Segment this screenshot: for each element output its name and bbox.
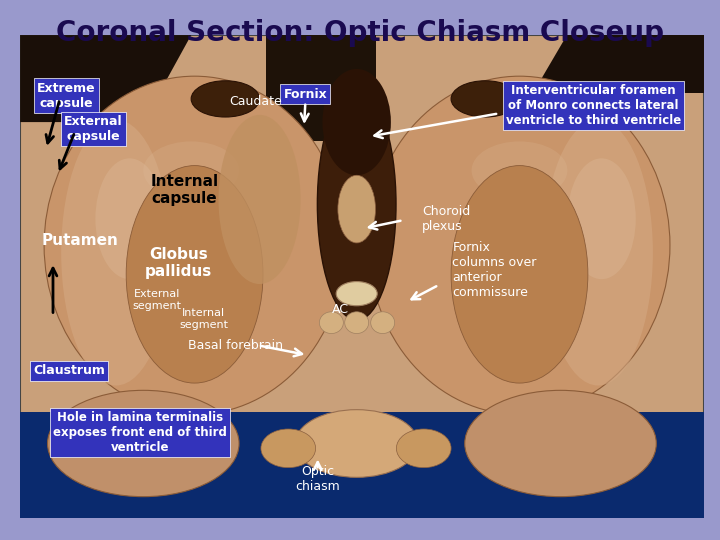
Text: Globus
pallidus: Globus pallidus bbox=[145, 247, 212, 279]
Ellipse shape bbox=[191, 81, 260, 117]
Ellipse shape bbox=[48, 390, 239, 497]
Ellipse shape bbox=[396, 429, 451, 468]
Ellipse shape bbox=[261, 429, 315, 468]
Text: Claustrum: Claustrum bbox=[33, 364, 105, 377]
Ellipse shape bbox=[345, 312, 369, 334]
Ellipse shape bbox=[95, 158, 164, 279]
Ellipse shape bbox=[465, 390, 657, 497]
Text: Caudate: Caudate bbox=[229, 95, 282, 109]
FancyBboxPatch shape bbox=[20, 35, 704, 518]
Ellipse shape bbox=[143, 141, 239, 199]
Polygon shape bbox=[266, 35, 376, 141]
Text: Putamen: Putamen bbox=[42, 233, 119, 248]
Text: External
segment: External segment bbox=[132, 289, 181, 310]
Text: Optic
chiasm: Optic chiasm bbox=[295, 465, 340, 493]
Text: Basal forebrain: Basal forebrain bbox=[188, 339, 283, 352]
Polygon shape bbox=[533, 35, 704, 93]
Text: AC: AC bbox=[332, 303, 349, 316]
Polygon shape bbox=[20, 35, 192, 122]
Ellipse shape bbox=[451, 81, 520, 117]
Text: Internal
segment: Internal segment bbox=[179, 308, 228, 330]
Ellipse shape bbox=[472, 141, 567, 199]
Text: Interventricular foramen
of Monro connects lateral
ventricle to third ventricle: Interventricular foramen of Monro connec… bbox=[505, 84, 681, 127]
Text: Fornix
columns over
anterior
commissure: Fornix columns over anterior commissure bbox=[452, 240, 537, 299]
Ellipse shape bbox=[320, 312, 343, 334]
Ellipse shape bbox=[126, 166, 263, 383]
Text: External
capsule: External capsule bbox=[64, 116, 122, 143]
Ellipse shape bbox=[323, 69, 391, 176]
Ellipse shape bbox=[451, 166, 588, 383]
Text: Hole in lamina terminalis
exposes front end of third
ventricle: Hole in lamina terminalis exposes front … bbox=[53, 411, 227, 454]
Ellipse shape bbox=[219, 115, 301, 284]
Ellipse shape bbox=[295, 410, 418, 477]
Ellipse shape bbox=[61, 120, 171, 386]
Ellipse shape bbox=[544, 120, 653, 386]
Ellipse shape bbox=[567, 158, 636, 279]
Text: Internal
capsule: Internal capsule bbox=[150, 173, 218, 206]
Ellipse shape bbox=[371, 312, 395, 334]
Ellipse shape bbox=[338, 176, 376, 243]
Text: Fornix: Fornix bbox=[284, 87, 328, 100]
Text: Coronal Section: Optic Chiasm Closeup: Coronal Section: Optic Chiasm Closeup bbox=[56, 19, 664, 47]
Text: Choroid
plexus: Choroid plexus bbox=[423, 205, 471, 233]
Ellipse shape bbox=[318, 88, 396, 320]
Ellipse shape bbox=[369, 76, 670, 415]
FancyBboxPatch shape bbox=[20, 412, 704, 518]
Ellipse shape bbox=[336, 281, 377, 306]
Text: Extreme
capsule: Extreme capsule bbox=[37, 82, 96, 110]
Ellipse shape bbox=[44, 76, 345, 415]
